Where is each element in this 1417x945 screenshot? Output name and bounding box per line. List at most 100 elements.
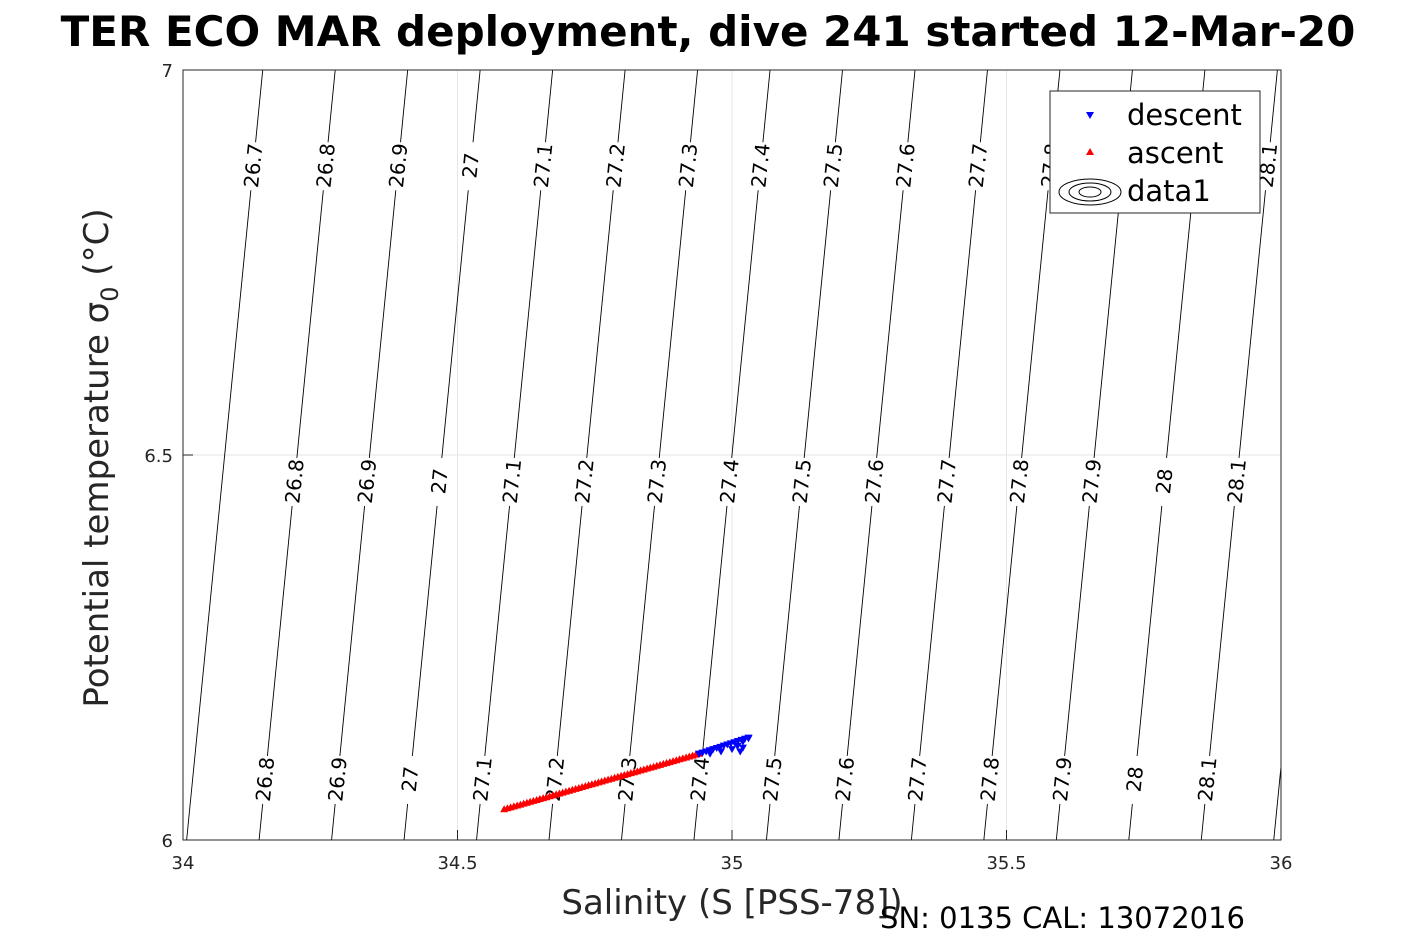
contour-label-bg [717, 457, 742, 506]
x-axis-ticks: 34 34.5 35 35.5 36 [172, 830, 1293, 874]
contour-label: 26.7 [239, 142, 268, 189]
contour-label: 28 [1122, 765, 1149, 793]
contour-label-bg [676, 142, 701, 191]
x-tick-label: 35.5 [986, 853, 1026, 874]
contour-label-bg [1195, 755, 1220, 804]
isopycnal-line [765, 69, 843, 841]
y-tick-label: 6 [162, 831, 173, 852]
isopycnal-line [910, 69, 988, 841]
contour-label-bg [1122, 755, 1147, 804]
legend-data1-label: data1 [1127, 174, 1211, 208]
contour-label-bg [427, 457, 452, 506]
isopycnal-line [258, 69, 336, 841]
contour-label: 26.8 [280, 458, 309, 505]
isopycnal-line [548, 69, 626, 841]
contour-label-bg [1224, 457, 1249, 506]
legend-descent-label: descent [1127, 98, 1242, 132]
contour-label-bg [531, 142, 556, 191]
contour-label: 26.9 [323, 756, 352, 803]
legend-data1-marker [1058, 178, 1122, 206]
isopycnal-line [1200, 69, 1278, 841]
isopycnal-line [403, 69, 481, 841]
isopycnal-line [983, 69, 1061, 841]
contour-label-bg [965, 142, 990, 191]
contour-label-bg [397, 755, 422, 804]
serial-calibration-text: SN: 0135 CAL: 13072016 [880, 901, 1245, 935]
descent-point [706, 750, 715, 758]
contour-label-bg [789, 457, 814, 506]
contour-label-bg [386, 142, 411, 191]
legend-ascent-label: ascent [1127, 136, 1223, 170]
contour-label: 27.3 [643, 458, 672, 505]
isopycnal-line [693, 69, 771, 841]
y-axis-label: Potential temperature σ0 (°C) [77, 208, 124, 707]
contour-label-bg [1050, 755, 1075, 804]
contour-label-bg [977, 755, 1002, 804]
contour-label-bg [760, 755, 785, 804]
chart-title: TER ECO MAR deployment, dive 241 started… [61, 7, 1356, 56]
contour-label-bg [572, 457, 597, 506]
x-tick-label: 35 [721, 853, 744, 874]
contour-label: 27.9 [1077, 458, 1106, 505]
legend: descent ascent data1 [1049, 90, 1261, 214]
contour-label: 27.3 [674, 142, 703, 189]
contour-label-bg [1152, 457, 1177, 506]
contour-label-bg [470, 755, 495, 804]
contour-label: 27.2 [570, 458, 599, 505]
contour-label: 27.8 [976, 756, 1005, 803]
contour-label: 27.5 [788, 458, 817, 505]
descent-point [728, 746, 736, 754]
contour-label-bg [313, 142, 338, 191]
isopycnal-line [1273, 766, 1282, 841]
contour-label: 28.1 [1222, 458, 1251, 505]
isopycnal-line [621, 69, 699, 841]
descent-point [738, 744, 747, 752]
contour-label-bg [458, 142, 483, 191]
contour-label: 27.1 [498, 458, 527, 505]
contour-label: 27.4 [715, 458, 744, 505]
contour-label-bg [934, 457, 959, 506]
x-tick-label: 36 [1270, 853, 1293, 874]
x-tick-label: 34.5 [437, 853, 477, 874]
contour-label: 27 [426, 467, 453, 495]
density-contours [186, 69, 1282, 841]
contour-label-bg [241, 142, 266, 191]
y-tick-label: 6.5 [144, 446, 173, 467]
contour-label: 26.8 [311, 142, 340, 189]
descent-point [717, 748, 726, 756]
isopycnal-line [838, 69, 916, 841]
contour-label: 26.9 [353, 458, 382, 505]
contour-label: 27.1 [529, 142, 558, 189]
contour-label-bg [905, 755, 930, 804]
contour-label-bg [687, 755, 712, 804]
contour-label: 28 [1151, 467, 1178, 495]
contour-label-bg [893, 142, 918, 191]
contour-label: 27.9 [1048, 756, 1077, 803]
contour-label: 27.2 [601, 142, 630, 189]
contour-label: 27.7 [903, 756, 932, 803]
contour-label: 27.5 [758, 756, 787, 803]
contour-label-bg [1079, 457, 1104, 506]
descent-point [736, 748, 745, 756]
contour-label: 27.4 [686, 756, 715, 803]
contour-label-bg [862, 457, 887, 506]
contour-label-bg [821, 142, 846, 191]
legend-ascent-marker [1086, 148, 1094, 155]
contour-label-bg [253, 755, 278, 804]
isopycnal-line [331, 69, 409, 841]
isopycnal-line [476, 69, 554, 841]
y-tick-label: 7 [162, 61, 173, 82]
contour-label: 27.5 [819, 142, 848, 189]
contour-label-bg [748, 142, 773, 191]
contour-label-bg [603, 142, 628, 191]
contour-label-bg [1007, 457, 1032, 506]
x-tick-label: 34 [172, 853, 195, 874]
ascent-series [500, 749, 704, 813]
contour-label: 27.1 [468, 756, 497, 803]
contour-label: 27.8 [1005, 458, 1034, 505]
x-axis-label: Salinity (S [PSS-78]) [561, 883, 902, 923]
isopycnal-line [186, 69, 264, 841]
contour-label: 28.1 [1193, 756, 1222, 803]
contour-label: 27.7 [933, 458, 962, 505]
